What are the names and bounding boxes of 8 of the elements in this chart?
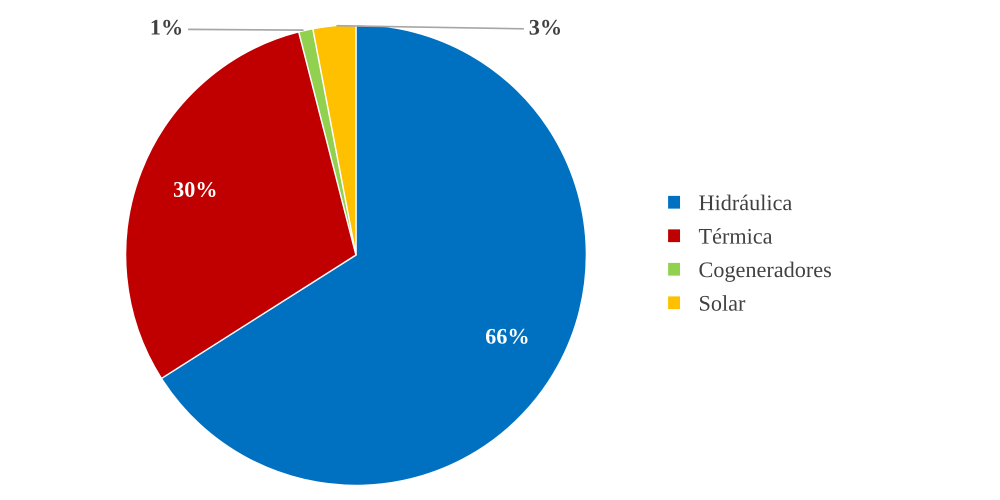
legend-label: Cogeneradores — [699, 262, 831, 282]
legend-label: Hidráulica — [699, 194, 792, 210]
legend-label: Térmica — [698, 228, 772, 244]
data-label: 66% — [486, 328, 528, 344]
data-label: 1% — [152, 20, 182, 35]
data-label: 3% — [530, 20, 560, 35]
data-label: 30% — [174, 182, 216, 198]
legend-label: Solar — [700, 295, 746, 311]
